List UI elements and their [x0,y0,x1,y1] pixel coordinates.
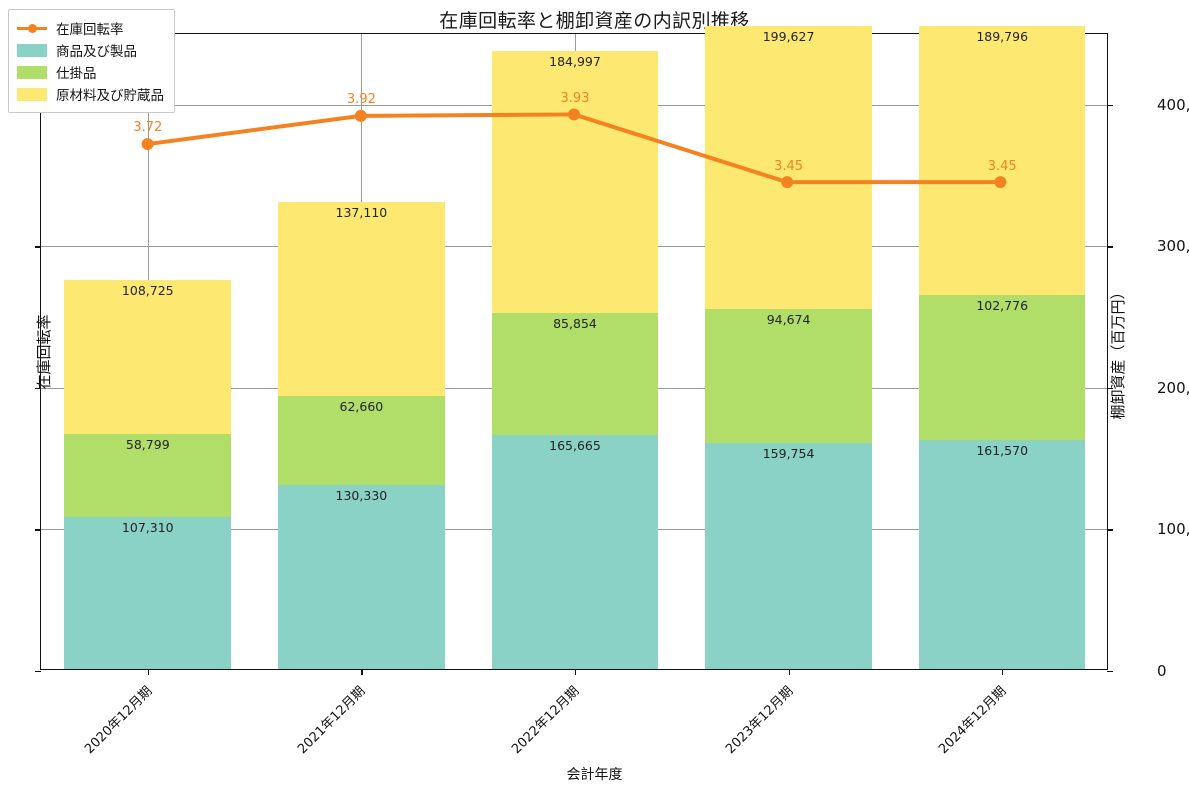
bar-stack[interactable]: 161,570 102,776 189,796 [918,26,1086,669]
bar-value-label: 189,796 [976,29,1029,45]
legend-item-label: 商品及び製品 [56,44,137,60]
y-axis-right-tick-mark [1107,529,1113,531]
legend-item[interactable]: 商品及び製品 [17,39,164,61]
bar-value-label: 94,674 [766,311,811,327]
bar-value-label: 107,310 [121,520,174,536]
bar-value-label: 199,627 [762,29,815,45]
line-value-label: 3.72 [133,120,163,136]
x-axis-tick-label: 2024年12月期 [936,683,1010,758]
bar-segment[interactable]: 108,725 [64,279,232,434]
y-axis-right-tick-mark [1107,104,1113,106]
plot-area: 107,310 58,799 108,725 130,330 62,660 137,110… [35,26,1189,757]
legend-item-label: 仕掛品 [56,66,97,82]
bar-segment[interactable]: 62,660 [278,395,445,485]
y-axis-right-tick-label: 100,000 [1157,520,1189,539]
bar-segment[interactable]: 159,754 [705,442,872,669]
line-value-label: 3.45 [987,158,1017,174]
legend-line-marker-icon [17,22,47,35]
bar-value-label: 165,665 [549,437,601,453]
y-axis-right-tick-mark [1107,246,1113,248]
bar-value-label: 159,754 [762,445,815,461]
x-axis-tick-label: 2022年12月期 [509,683,583,758]
x-axis-tick-mark [575,669,577,675]
y-axis-right-tick-mark [1107,671,1113,673]
bar-value-label: 85,854 [553,315,597,331]
bar-segment[interactable]: 94,674 [705,308,872,443]
bar-stack[interactable]: 159,754 94,674 199,627 [705,26,872,669]
x-axis-tick-label: 2021年12月期 [295,683,369,758]
bar-segment[interactable]: 130,330 [278,484,445,669]
x-axis-tick-label: 2020年12月期 [81,683,156,758]
y-axis-left-tick-mark [35,246,41,248]
legend-item[interactable]: 仕掛品 [17,61,164,83]
y-axis-right-label: 棚卸資産（百万円） [1108,283,1127,420]
legend-color-swatch [17,43,47,57]
bar-segment[interactable]: 165,665 [491,434,659,669]
bar-value-label: 184,997 [549,54,601,70]
x-axis-tick-mark [147,669,149,675]
bar-value-label: 161,570 [976,443,1029,459]
legend-color-swatch [17,65,47,79]
y-axis-right-tick-label: 400,000 [1157,95,1189,114]
y-axis-right-tick-label: 200,000 [1157,378,1189,397]
bar-value-label: 62,660 [339,398,384,414]
bar-stack[interactable]: 130,330 62,660 137,110 [278,201,445,669]
bar-value-label: 102,776 [976,297,1029,313]
y-axis-right-tick-label: 300,000 [1157,237,1189,256]
x-axis-tick-mark [361,669,363,675]
legend-item-label: 原材料及び貯蔵品 [56,88,164,104]
x-axis-label: 会計年度 [566,767,623,783]
x-axis-tick-mark [788,669,790,675]
y-axis-left-tick-mark [35,529,41,531]
chart-legend: 在庫回転率商品及び製品 仕掛品原材料及び貯蔵品 [8,9,175,113]
bar-value-label: 137,110 [335,204,388,220]
line-value-label: 3.92 [346,92,376,108]
bar-segment[interactable]: 102,776 [918,294,1086,441]
chart-title: 在庫回転率と棚卸資産の内訳別推移 [439,10,750,32]
bar-segment[interactable]: 58,799 [64,433,232,518]
y-axis-left-tick-mark [35,387,41,390]
line-value-label: 3.93 [560,90,590,106]
legend-item[interactable]: 原材料及び貯蔵品 [17,83,164,105]
legend-color-swatch [17,87,47,101]
bar-segment[interactable]: 107,310 [64,517,232,669]
bar-value-label: 108,725 [121,282,174,298]
y-axis-left-label: 在庫回転率 [35,313,54,390]
legend-item-label: 在庫回転率 [56,22,124,38]
bar-segment[interactable]: 137,110 [278,201,445,396]
legend-item[interactable]: 在庫回転率 [17,17,164,39]
y-axis-right-tick-mark [1107,387,1113,390]
x-axis-tick-mark [1002,669,1004,675]
bar-value-label: 130,330 [335,487,388,503]
line-value-label: 3.45 [774,158,804,174]
y-axis-right-tick-label: 0 [1157,662,1167,680]
y-axis-left-tick-mark [35,671,41,673]
bar-segment[interactable]: 161,570 [918,440,1086,669]
x-axis-tick-label: 2023年12月期 [722,683,797,758]
bar-segment[interactable]: 85,854 [491,312,659,435]
bar-stack[interactable]: 107,310 58,799 108,725 [64,279,232,669]
bar-stack[interactable]: 165,665 85,854 184,997 [491,51,659,669]
bar-value-label: 58,799 [125,436,170,452]
